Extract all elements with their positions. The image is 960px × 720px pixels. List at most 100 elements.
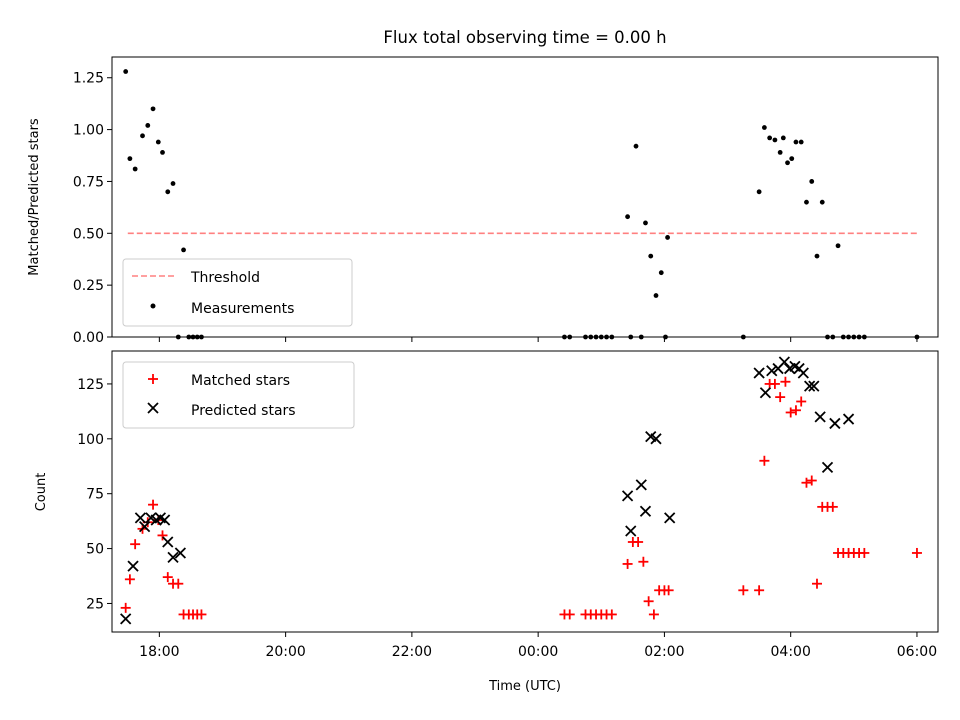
measurement-point xyxy=(598,334,604,340)
bottom-x-tick-label: 22:00 xyxy=(392,644,432,660)
matched-star-point xyxy=(759,455,770,466)
predicted-star-point-b xyxy=(808,380,820,392)
top-chart-title: Flux total observing time = 0.00 h xyxy=(383,28,666,47)
bottom-y-tick-label: 100 xyxy=(77,432,104,448)
matched-star-point xyxy=(643,596,654,607)
bottom-y-tick-label: 25 xyxy=(86,596,104,612)
bottom-plot-area xyxy=(111,350,939,633)
measurement-point xyxy=(638,334,644,340)
measurement-point xyxy=(165,189,171,195)
measurement-point xyxy=(740,334,746,340)
predicted-star-point xyxy=(621,490,634,502)
predicted-star-point xyxy=(814,411,826,423)
measurement-point xyxy=(914,334,920,340)
predicted-star-point xyxy=(808,380,820,392)
predicted-star-point-b xyxy=(134,512,147,524)
measurement-point xyxy=(804,199,809,205)
measurement-point xyxy=(633,143,639,149)
measurement-point xyxy=(856,334,862,340)
matched-star-point xyxy=(811,578,822,589)
legend-predicted-marker-b xyxy=(147,402,159,414)
predicted-star-point xyxy=(797,367,809,379)
predicted-star-point-b xyxy=(766,365,778,377)
measurement-point xyxy=(132,166,138,172)
predicted-star-point-b xyxy=(759,387,772,399)
predicted-star-point xyxy=(664,512,676,524)
predicted-star-point xyxy=(625,525,637,537)
predicted-star-point-b xyxy=(145,512,157,524)
predicted-star-point-b xyxy=(664,512,676,524)
matched-star-point xyxy=(754,585,765,596)
top-y-tick-label: 1.25 xyxy=(73,71,104,87)
legend-measurements-label: Measurements xyxy=(191,301,294,317)
matched-star-point xyxy=(790,405,801,416)
bottom-y-axis-label: Count xyxy=(34,473,49,512)
predicted-star-point xyxy=(174,547,187,559)
predicted-star-point xyxy=(127,560,139,572)
measurement-point xyxy=(625,214,630,220)
predicted-star-point-b xyxy=(127,560,139,572)
matched-star-point xyxy=(564,609,575,620)
measurement-point xyxy=(835,243,841,249)
predicted-star-point xyxy=(842,413,855,425)
matched-star-point xyxy=(911,547,922,558)
bottom-y-tick-label: 125 xyxy=(77,377,104,393)
predicted-star-point xyxy=(138,520,151,533)
measurement-point xyxy=(190,334,196,340)
predicted-star-point-b xyxy=(842,413,855,425)
matched-star-point xyxy=(622,558,633,569)
predicted-star-point-b xyxy=(174,547,187,559)
top-y-axis: 0.00 0.25 0.50 0.75 1.00 1.25 xyxy=(73,71,112,346)
matched-star-point xyxy=(606,609,617,620)
predicted-star-point-b xyxy=(639,505,652,517)
predicted-star-point-b xyxy=(158,514,171,526)
matched-star-point xyxy=(173,578,184,589)
bottom-x-tick-label: 00:00 xyxy=(518,644,558,660)
bottom-x-tick-label: 18:00 xyxy=(139,644,179,660)
bottom-x-tick-label: 02:00 xyxy=(644,644,684,660)
matched-star-point xyxy=(162,572,173,583)
measurement-point xyxy=(840,334,846,340)
measurement-point xyxy=(785,160,790,166)
predicted-star-point xyxy=(650,433,662,445)
bottom-x-axis: 18:00 20:00 22:00 00:00 02:00 04:00 06:00 xyxy=(139,632,937,660)
matched-star-point xyxy=(775,392,786,403)
matched-star-point xyxy=(196,609,207,620)
bottom-legend-box xyxy=(122,361,355,429)
predicted-star-point-b xyxy=(778,356,791,368)
predicted-stars-points xyxy=(120,356,855,625)
predicted-star-point-b xyxy=(797,367,809,379)
bottom-x-tick-label: 04:00 xyxy=(771,644,811,660)
predicted-star-point-b xyxy=(650,433,662,445)
bottom-y-tick-label: 50 xyxy=(86,542,104,558)
measurement-point xyxy=(798,139,804,145)
measurement-point xyxy=(150,106,156,112)
matched-star-point xyxy=(769,378,780,389)
measurement-point xyxy=(846,334,851,340)
predicted-star-point xyxy=(158,514,171,526)
matched-star-point xyxy=(806,475,817,486)
matched-star-point xyxy=(148,499,159,510)
predicted-star-point-b xyxy=(803,380,816,392)
measurement-point xyxy=(793,139,799,145)
matched-star-point xyxy=(780,376,791,387)
predicted-star-point xyxy=(766,365,778,377)
measurement-point xyxy=(588,334,594,340)
matched-star-point xyxy=(157,530,168,541)
matched-star-point xyxy=(638,556,649,567)
measurement-point xyxy=(789,156,795,162)
predicted-star-point-b xyxy=(635,479,647,491)
measurement-point xyxy=(145,123,151,128)
predicted-star-point xyxy=(639,505,652,517)
legend-measurements-swatch xyxy=(150,303,156,309)
bottom-y-axis: 25 50 75 100 125 xyxy=(77,377,112,612)
matched-star-point xyxy=(633,536,644,547)
bottom-panel: 25 50 75 100 125 18:00 20:00 22:00 00:00 02:00 04… xyxy=(34,350,939,694)
bottom-x-tick-label: 20:00 xyxy=(265,644,305,660)
legend-matched-label: Matched stars xyxy=(191,373,290,389)
legend-threshold-label: Threshold xyxy=(190,270,260,286)
measurement-point xyxy=(609,334,615,340)
measurement-point xyxy=(658,270,664,276)
predicted-star-point-b xyxy=(821,461,834,473)
measurement-point xyxy=(663,334,668,340)
